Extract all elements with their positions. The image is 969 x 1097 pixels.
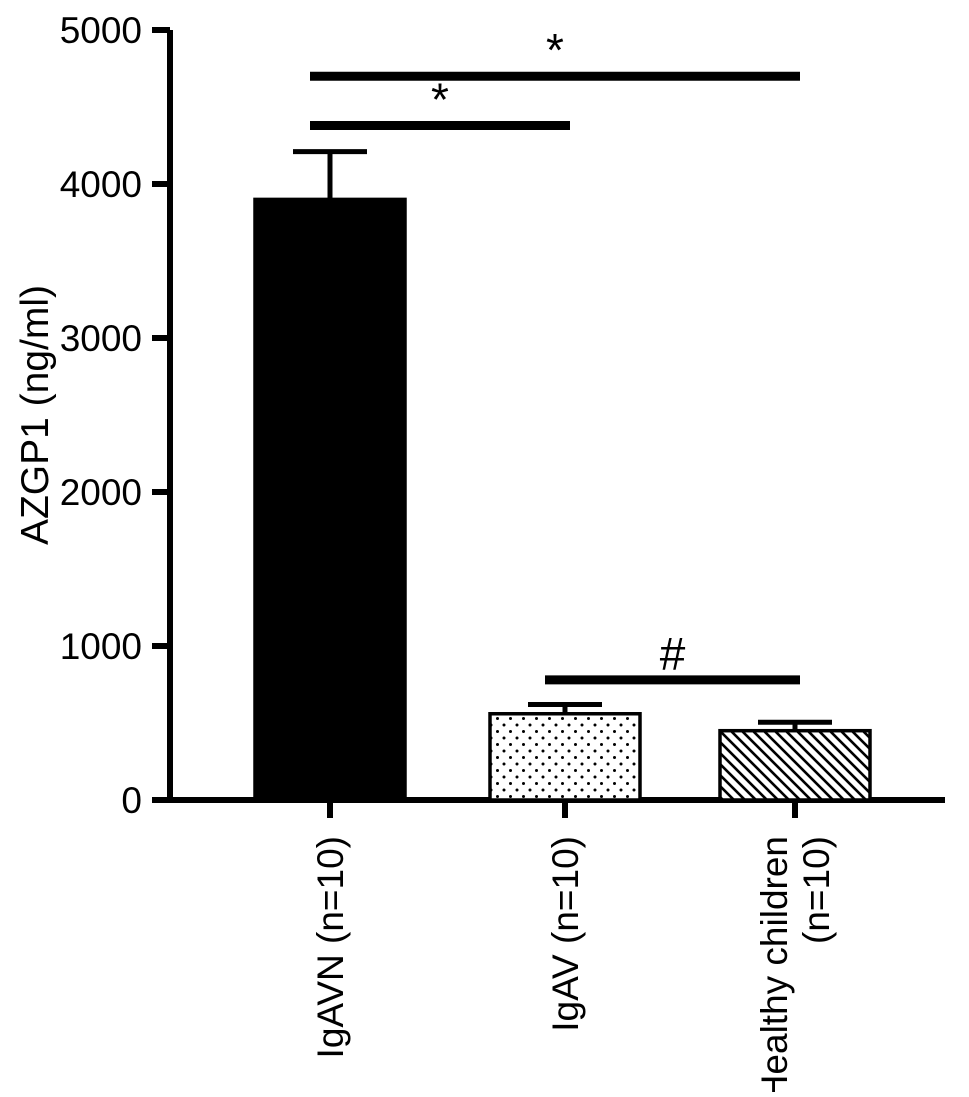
y-axis-label: AZGP1 (ng/ml) [14,285,57,545]
bar-3 [718,728,872,802]
significance-label: * [546,24,564,76]
y-tick-label: 0 [121,780,142,821]
y-tick-label: 4000 [60,164,142,205]
y-tick-label: 3000 [60,318,142,359]
y-tick-label: 1000 [60,626,142,667]
y-tick-label: 2000 [60,472,142,513]
x-tick-label: IgAV (n=10) [545,836,586,1032]
significance-label: # [660,628,686,680]
bar-2 [488,712,642,802]
x-tick-label: IgAVN (n=10) [310,836,351,1058]
bar-1 [253,197,407,802]
x-tick-label: (n=10) [796,836,837,944]
significance-label: * [431,73,449,125]
x-tick-label: Healthy children [754,836,795,1092]
y-tick-label: 5000 [60,10,142,51]
